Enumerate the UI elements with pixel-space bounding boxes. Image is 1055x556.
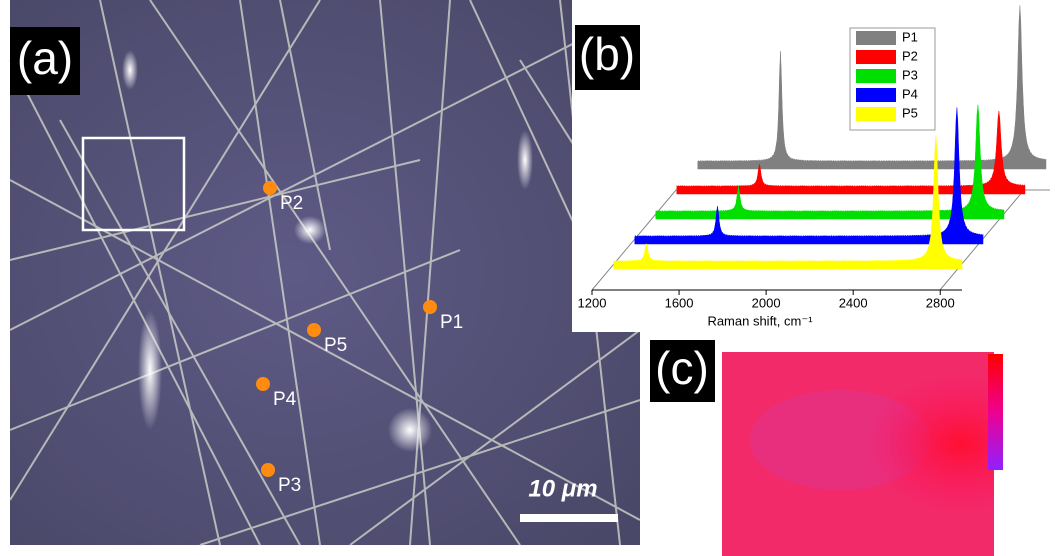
legend-swatch [856,31,896,45]
x-tick-label: 2000 [752,295,781,310]
panel-label: (a) [17,32,73,84]
legend-label: P1 [902,29,918,44]
page: {"panel_a": {"label": "(a)", "points": [… [0,0,1055,556]
point-label: P2 [280,193,303,214]
point-marker [256,377,270,391]
legend-swatch [856,88,896,102]
legend-swatch [856,69,896,83]
micrograph: (a) 10 μm P1 P2 P3 P4 P5 [10,0,640,545]
scale-bar-label: 10 μm [528,475,597,502]
x-tick-label: 1200 [578,295,607,310]
raman-map: (c) [650,340,1003,556]
point-label: P3 [278,475,301,496]
legend-swatch [856,107,896,121]
raman-chart: (b) Raman shift, cm⁻¹ 1200 1600 2000 2400 28… [572,0,1055,332]
legend-label: P3 [902,67,918,82]
legend-swatch [856,50,896,64]
point-marker [423,300,437,314]
point-marker [307,323,321,337]
point-marker [263,181,277,195]
figure: (a) 10 μm P1 P2 P3 P4 P5 (b) Raman shift, cm… [0,0,1055,556]
point-label: P1 [440,312,463,333]
x-tick-label: 1600 [665,295,694,310]
point-marker [261,463,275,477]
panel-label: (b) [579,28,635,80]
x-tick-label: 2800 [926,295,955,310]
panel-label: (c) [655,342,709,394]
x-tick-label: 2400 [839,295,868,310]
legend-label: P2 [902,48,918,63]
legend-label: P5 [902,105,918,120]
point-label: P4 [273,389,297,410]
legend-label: P4 [902,86,918,101]
x-axis-label: Raman shift, cm⁻¹ [707,313,813,328]
point-label: P5 [324,335,347,356]
